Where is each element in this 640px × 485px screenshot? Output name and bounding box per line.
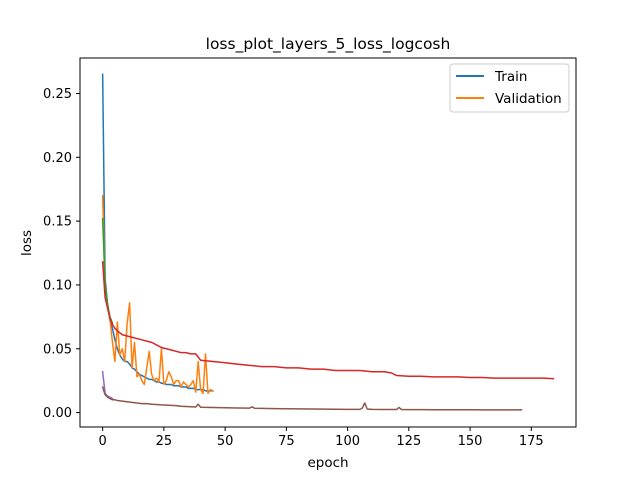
axes-frame [79, 57, 577, 428]
x-tick-label: 50 [217, 434, 234, 449]
y-tick-label: 0.10 [43, 278, 72, 293]
series-line-3 [101, 261, 555, 380]
x-tick-label: 75 [278, 434, 295, 449]
series-line-4 [101, 370, 114, 400]
x-tick-label: 0 [99, 434, 107, 449]
y-tick-label: 0.05 [43, 342, 72, 357]
x-axis-ticks: 0 25 50 75 100 125 150 175 [99, 427, 544, 449]
series-line-1 [101, 194, 214, 395]
legend-label-validation: Validation [495, 91, 562, 107]
legend-label-train: Train [494, 69, 527, 85]
x-tick-label: 175 [519, 434, 544, 449]
y-axis-ticks: 0.00 0.05 0.10 0.15 0.20 0.25 [43, 87, 80, 421]
x-tick-label: 100 [335, 434, 360, 449]
y-tick-label: 0.25 [43, 87, 72, 102]
x-tick-label: 150 [458, 434, 483, 449]
chart-title: loss_plot_layers_5_loss_logcosh [206, 35, 451, 54]
series-layer [101, 73, 555, 411]
y-tick-label: 0.20 [43, 151, 72, 166]
series-line-5 [101, 386, 523, 411]
plot-area [80, 58, 576, 427]
x-axis-label: epoch [307, 455, 348, 471]
y-tick-label: 0.15 [43, 215, 72, 230]
x-tick-label: 125 [396, 434, 421, 449]
y-tick-label: 0.00 [43, 406, 72, 421]
x-tick-label: 25 [156, 434, 173, 449]
legend: Train Validation [449, 63, 570, 113]
y-axis-label: loss [19, 230, 35, 256]
